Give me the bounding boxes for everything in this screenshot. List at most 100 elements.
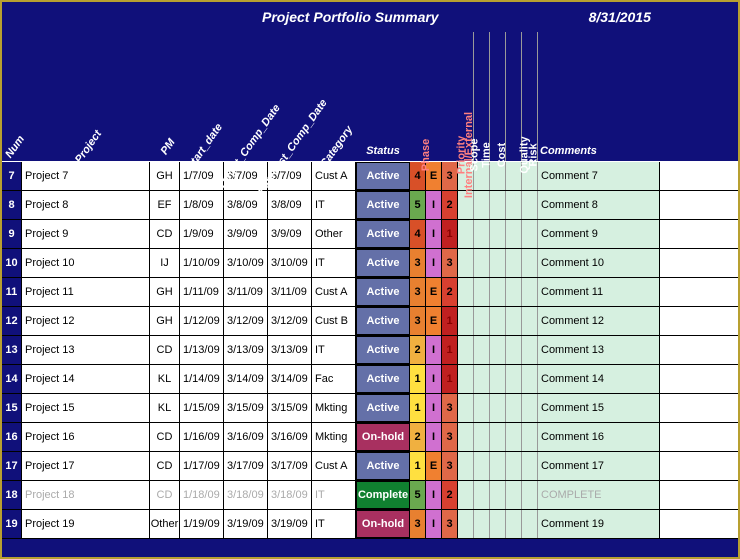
row-project[interactable]: Project 13 bbox=[22, 336, 150, 364]
row-cost[interactable] bbox=[490, 365, 506, 393]
row-pm[interactable]: KL bbox=[150, 365, 180, 393]
row-phase[interactable]: 5 bbox=[410, 191, 426, 219]
row-start[interactable]: 1/17/09 bbox=[180, 452, 224, 480]
row-project[interactable]: Project 17 bbox=[22, 452, 150, 480]
row-status[interactable]: On-hold bbox=[356, 423, 410, 451]
hdr-phase[interactable]: Phase bbox=[420, 139, 432, 171]
row-priority[interactable]: 1 bbox=[442, 336, 458, 364]
row-phase[interactable]: 4 bbox=[410, 220, 426, 248]
table-row[interactable]: 15Project 15KL1/15/093/15/093/15/09Mktin… bbox=[2, 394, 738, 423]
table-row[interactable]: 8Project 8EF1/8/093/8/093/8/09ITActive5I… bbox=[2, 191, 738, 220]
row-ie[interactable]: E bbox=[426, 278, 442, 306]
row-risk[interactable] bbox=[522, 510, 538, 538]
row-category[interactable]: IT bbox=[312, 249, 356, 277]
row-comment[interactable]: Comment 12 bbox=[538, 307, 660, 335]
row-start[interactable]: 1/15/09 bbox=[180, 394, 224, 422]
row-start[interactable]: 1/12/09 bbox=[180, 307, 224, 335]
row-target[interactable]: 3/13/09 bbox=[224, 336, 268, 364]
row-risk[interactable] bbox=[522, 307, 538, 335]
row-category[interactable]: Fac bbox=[312, 365, 356, 393]
row-category[interactable]: IT bbox=[312, 481, 356, 509]
row-ie[interactable]: I bbox=[426, 481, 442, 509]
row-scope[interactable] bbox=[458, 365, 474, 393]
row-project[interactable]: Project 8 bbox=[22, 191, 150, 219]
row-quality[interactable] bbox=[506, 423, 522, 451]
row-ie[interactable]: I bbox=[426, 336, 442, 364]
row-phase[interactable]: 5 bbox=[410, 481, 426, 509]
row-time[interactable] bbox=[474, 423, 490, 451]
row-quality[interactable] bbox=[506, 394, 522, 422]
row-time[interactable] bbox=[474, 191, 490, 219]
row-phase[interactable]: 1 bbox=[410, 394, 426, 422]
row-comment[interactable]: Comment 11 bbox=[538, 278, 660, 306]
row-start[interactable]: 1/10/09 bbox=[180, 249, 224, 277]
row-pm[interactable]: IJ bbox=[150, 249, 180, 277]
row-category[interactable]: IT bbox=[312, 191, 356, 219]
row-scope[interactable] bbox=[458, 452, 474, 480]
row-ie[interactable]: I bbox=[426, 191, 442, 219]
row-pm[interactable]: CD bbox=[150, 452, 180, 480]
row-start[interactable]: 1/13/09 bbox=[180, 336, 224, 364]
row-quality[interactable] bbox=[506, 191, 522, 219]
row-pm[interactable]: CD bbox=[150, 481, 180, 509]
row-scope[interactable] bbox=[458, 278, 474, 306]
row-ie[interactable]: E bbox=[426, 452, 442, 480]
row-project[interactable]: Project 18 bbox=[22, 481, 150, 509]
row-quality[interactable] bbox=[506, 510, 522, 538]
row-target[interactable]: 3/18/09 bbox=[224, 481, 268, 509]
row-comment[interactable]: Comment 13 bbox=[538, 336, 660, 364]
row-start[interactable]: 1/19/09 bbox=[180, 510, 224, 538]
row-risk[interactable] bbox=[522, 481, 538, 509]
row-cost[interactable] bbox=[490, 220, 506, 248]
row-time[interactable] bbox=[474, 307, 490, 335]
row-status[interactable]: Active bbox=[356, 249, 410, 277]
row-status[interactable]: Active bbox=[356, 307, 410, 335]
row-scope[interactable] bbox=[458, 220, 474, 248]
row-time[interactable] bbox=[474, 220, 490, 248]
table-row[interactable]: 18Project 18CD1/18/093/18/093/18/09ITCom… bbox=[2, 481, 738, 510]
row-target[interactable]: 3/17/09 bbox=[224, 452, 268, 480]
row-comment[interactable]: Comment 16 bbox=[538, 423, 660, 451]
row-quality[interactable] bbox=[506, 365, 522, 393]
hdr-cost[interactable]: Cost bbox=[496, 143, 508, 167]
row-forecast[interactable]: 3/15/09 bbox=[268, 394, 312, 422]
row-priority[interactable]: 2 bbox=[442, 278, 458, 306]
row-risk[interactable] bbox=[522, 452, 538, 480]
row-risk[interactable] bbox=[522, 249, 538, 277]
row-status[interactable]: Active bbox=[356, 162, 410, 190]
table-row[interactable]: 16Project 16CD1/16/093/16/093/16/09Mktin… bbox=[2, 423, 738, 452]
hdr-priority[interactable]: Priority bbox=[455, 136, 467, 175]
row-pm[interactable]: CD bbox=[150, 336, 180, 364]
row-cost[interactable] bbox=[490, 249, 506, 277]
row-priority[interactable]: 3 bbox=[442, 452, 458, 480]
table-row[interactable]: 13Project 13CD1/13/093/13/093/13/09ITAct… bbox=[2, 336, 738, 365]
row-target[interactable]: 3/14/09 bbox=[224, 365, 268, 393]
row-risk[interactable] bbox=[522, 220, 538, 248]
row-forecast[interactable]: 3/14/09 bbox=[268, 365, 312, 393]
row-category[interactable]: Mkting bbox=[312, 423, 356, 451]
row-ie[interactable]: I bbox=[426, 365, 442, 393]
row-risk[interactable] bbox=[522, 191, 538, 219]
row-time[interactable] bbox=[474, 336, 490, 364]
row-forecast[interactable]: 3/9/09 bbox=[268, 220, 312, 248]
row-start[interactable]: 1/14/09 bbox=[180, 365, 224, 393]
row-ie[interactable]: I bbox=[426, 249, 442, 277]
row-project[interactable]: Project 12 bbox=[22, 307, 150, 335]
row-project[interactable]: Project 7 bbox=[22, 162, 150, 190]
row-time[interactable] bbox=[474, 394, 490, 422]
row-priority[interactable]: 1 bbox=[442, 220, 458, 248]
row-risk[interactable] bbox=[522, 365, 538, 393]
row-phase[interactable]: 3 bbox=[410, 249, 426, 277]
row-phase[interactable]: 1 bbox=[410, 365, 426, 393]
hdr-status[interactable]: Status bbox=[366, 145, 400, 157]
row-time[interactable] bbox=[474, 452, 490, 480]
row-comment[interactable]: COMPLETE bbox=[538, 481, 660, 509]
row-quality[interactable] bbox=[506, 452, 522, 480]
row-pm[interactable]: GH bbox=[150, 307, 180, 335]
hdr-scope[interactable]: Scope bbox=[469, 138, 481, 171]
row-category[interactable]: IT bbox=[312, 336, 356, 364]
row-cost[interactable] bbox=[490, 191, 506, 219]
row-pm[interactable]: CD bbox=[150, 220, 180, 248]
row-pm[interactable]: Other bbox=[150, 510, 180, 538]
row-category[interactable]: Cust A bbox=[312, 452, 356, 480]
